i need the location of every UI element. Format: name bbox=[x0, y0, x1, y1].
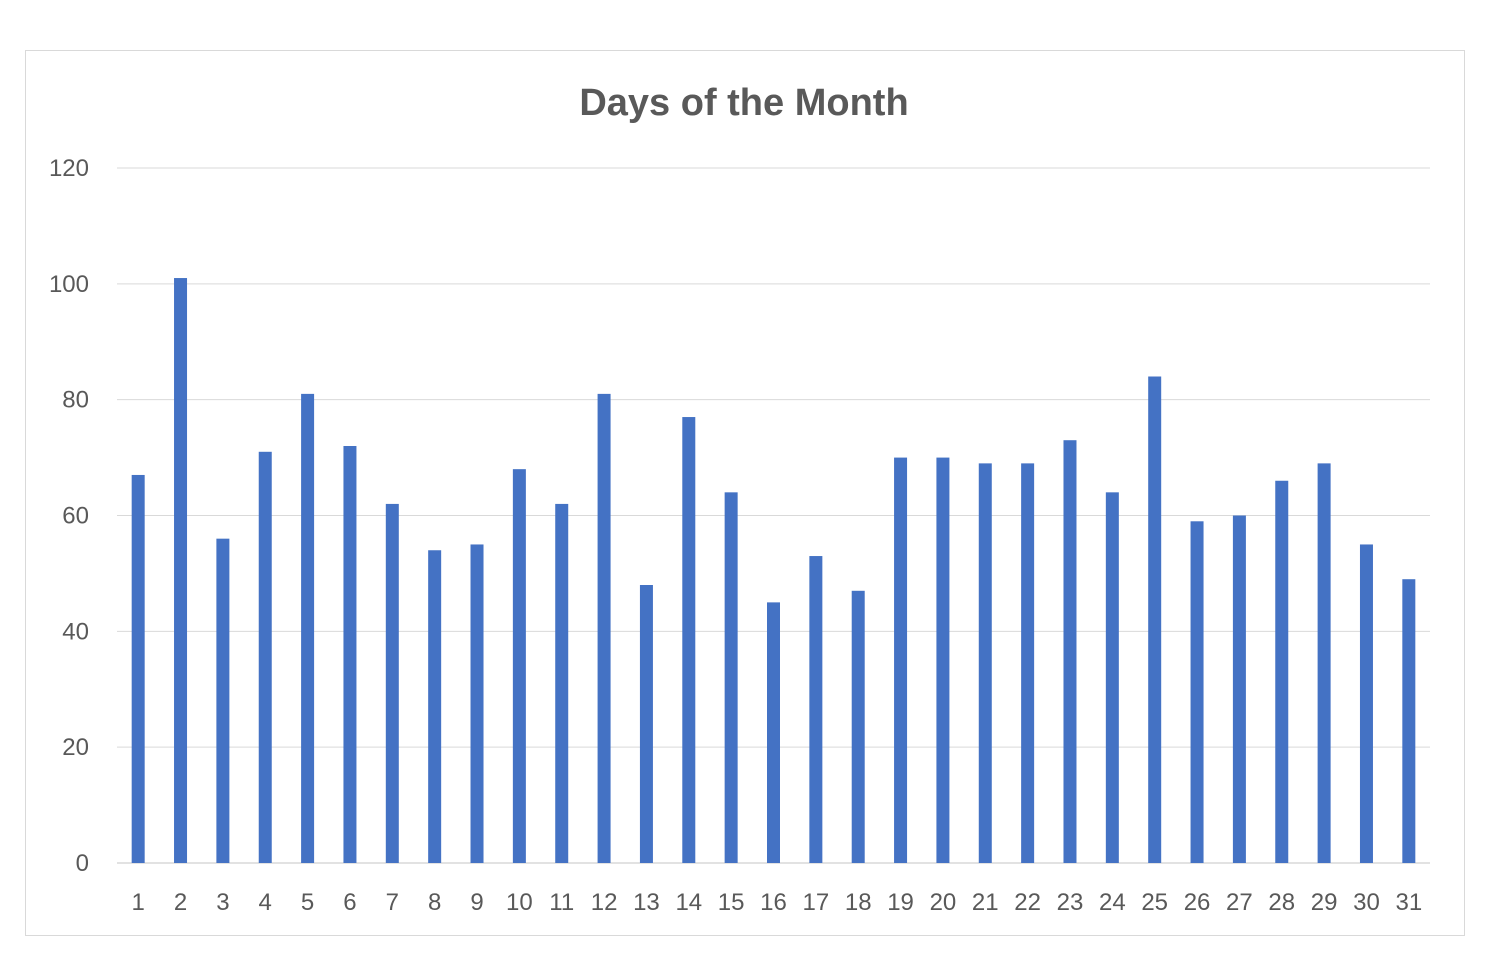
x-tick-label: 19 bbox=[887, 889, 914, 916]
x-tick-label: 2 bbox=[174, 889, 187, 916]
x-tick-label: 3 bbox=[216, 889, 229, 916]
y-tick-label: 20 bbox=[62, 734, 89, 761]
bar bbox=[1402, 579, 1416, 863]
bar bbox=[724, 492, 738, 863]
bar bbox=[1275, 480, 1289, 863]
bar bbox=[682, 417, 696, 863]
bar bbox=[174, 278, 188, 864]
bar bbox=[936, 457, 950, 863]
x-tick-label: 23 bbox=[1057, 889, 1084, 916]
bar bbox=[1359, 544, 1373, 863]
bars bbox=[131, 278, 1416, 864]
x-tick-label: 10 bbox=[506, 889, 533, 916]
bar bbox=[1063, 440, 1077, 863]
y-tick-label: 120 bbox=[49, 155, 89, 182]
bar bbox=[639, 585, 653, 863]
x-tick-label: 30 bbox=[1353, 889, 1380, 916]
y-axis-ticks: 0 20 40 60 80 100 120 bbox=[49, 155, 89, 877]
bar bbox=[301, 393, 315, 863]
x-tick-label: 31 bbox=[1395, 889, 1422, 916]
bar bbox=[470, 544, 484, 863]
bar bbox=[428, 550, 442, 863]
y-tick-label: 80 bbox=[62, 387, 89, 414]
bar bbox=[555, 503, 569, 863]
x-tick-label: 16 bbox=[760, 889, 787, 916]
x-tick-label: 9 bbox=[470, 889, 483, 916]
bar bbox=[385, 503, 399, 863]
x-tick-label: 29 bbox=[1311, 889, 1338, 916]
x-tick-label: 28 bbox=[1268, 889, 1295, 916]
bar bbox=[216, 538, 230, 863]
y-tick-label: 40 bbox=[62, 618, 89, 645]
x-tick-label: 4 bbox=[259, 889, 272, 916]
bar bbox=[1105, 492, 1119, 863]
x-tick-label: 13 bbox=[633, 889, 660, 916]
x-tick-label: 7 bbox=[386, 889, 399, 916]
x-tick-label: 17 bbox=[803, 889, 830, 916]
bar bbox=[258, 451, 272, 863]
x-tick-label: 24 bbox=[1099, 889, 1126, 916]
x-tick-label: 14 bbox=[675, 889, 702, 916]
y-tick-label: 60 bbox=[62, 503, 89, 530]
y-tick-label: 0 bbox=[76, 850, 89, 877]
x-tick-label: 27 bbox=[1226, 889, 1253, 916]
x-tick-label: 20 bbox=[930, 889, 957, 916]
x-tick-label: 21 bbox=[972, 889, 999, 916]
bar bbox=[597, 393, 611, 863]
bar bbox=[894, 457, 908, 863]
chart-title: Days of the Month bbox=[579, 82, 909, 124]
bar bbox=[1317, 463, 1331, 863]
x-tick-label: 1 bbox=[131, 889, 144, 916]
bar bbox=[1232, 515, 1246, 863]
x-tick-label: 15 bbox=[718, 889, 745, 916]
x-axis-ticks: 1 2 3 4 5 6 7 8 9 10 11 12 13 14 15 16 17 18 19 20 21 22 23 24 2… bbox=[131, 889, 1422, 916]
bar bbox=[809, 556, 823, 863]
bar bbox=[512, 469, 526, 863]
bar bbox=[1021, 463, 1035, 863]
x-tick-label: 5 bbox=[301, 889, 314, 916]
bar bbox=[131, 474, 145, 863]
bar bbox=[1190, 521, 1204, 863]
bar bbox=[978, 463, 992, 863]
bar bbox=[1148, 376, 1162, 863]
bar bbox=[851, 590, 865, 863]
x-tick-label: 22 bbox=[1014, 889, 1041, 916]
x-tick-label: 8 bbox=[428, 889, 441, 916]
y-tick-label: 100 bbox=[49, 271, 89, 298]
x-tick-label: 12 bbox=[591, 889, 618, 916]
bar bbox=[767, 602, 780, 863]
bar bbox=[343, 446, 357, 863]
x-tick-label: 6 bbox=[343, 889, 356, 916]
x-tick-label: 18 bbox=[845, 889, 872, 916]
x-tick-label: 25 bbox=[1141, 889, 1168, 916]
x-tick-label: 26 bbox=[1184, 889, 1211, 916]
x-tick-label: 11 bbox=[549, 889, 574, 916]
